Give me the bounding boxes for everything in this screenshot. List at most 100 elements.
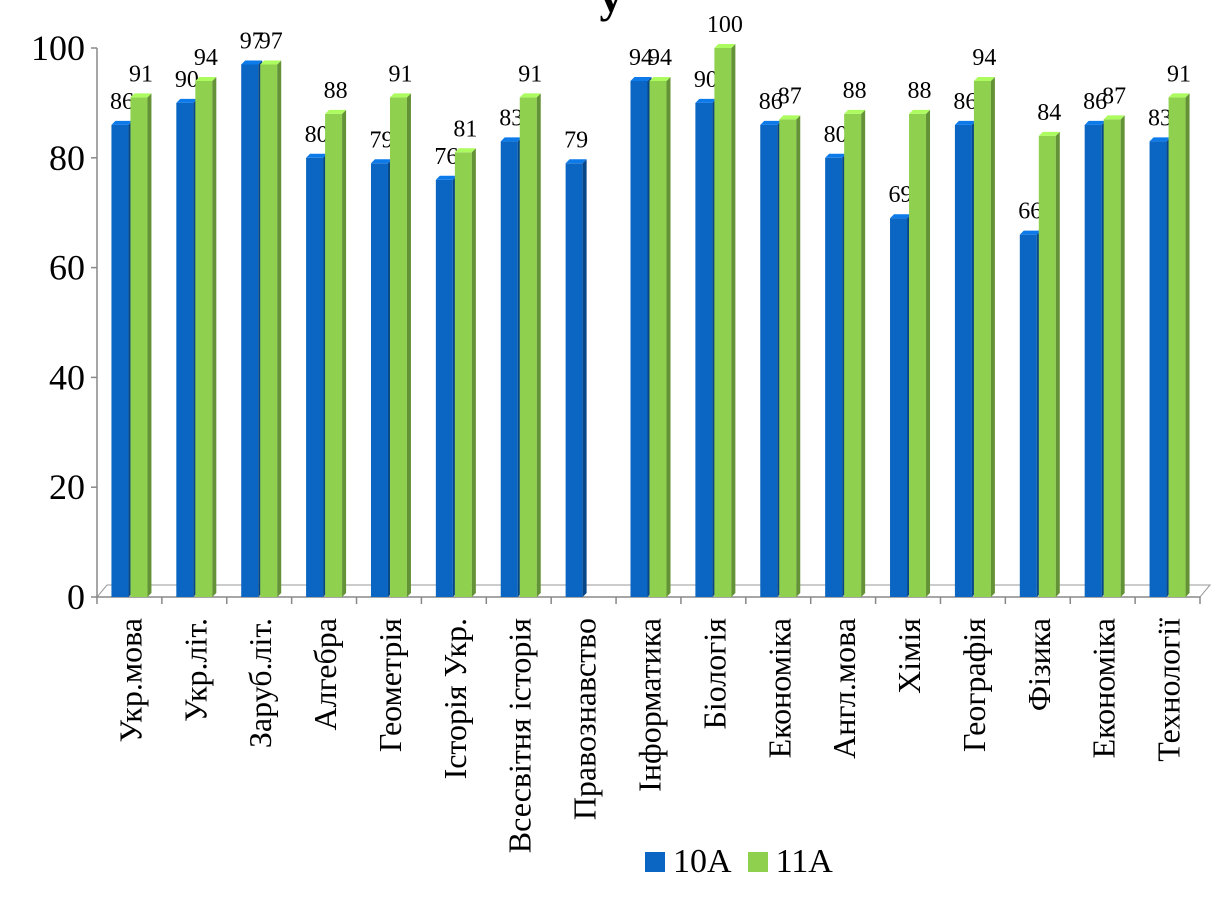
data-label: 86 [759, 89, 783, 115]
x-tick-label: Біологія [696, 618, 732, 730]
bar-10А-7 [565, 159, 587, 598]
legend-item-11a: 11А [747, 843, 833, 881]
bar-10А-1 [176, 98, 198, 598]
bar-side [147, 93, 152, 597]
x-tick-label: Всесвітня історія [502, 618, 538, 854]
data-label: 83 [1148, 105, 1172, 131]
bar-side [731, 44, 736, 597]
bar-11А-9 [714, 44, 736, 597]
bar-side [926, 109, 931, 597]
bar-11А-4 [389, 93, 411, 597]
bar-side [1185, 93, 1190, 597]
data-label: 87 [1102, 83, 1126, 109]
x-tick-label: Укр.мова [112, 618, 148, 743]
bar-11А-2 [260, 60, 282, 598]
bar-11А-13 [973, 76, 995, 597]
bar-top [760, 120, 782, 125]
bar-front [695, 102, 713, 598]
data-label: 81 [453, 116, 477, 142]
bar-10А-12 [890, 214, 912, 597]
legend: 10А 11А [645, 842, 849, 882]
bar-top [844, 109, 866, 114]
bar-front [844, 113, 862, 597]
y-tick-label: 20 [49, 467, 85, 507]
bar-side [342, 109, 347, 597]
bar-side [277, 60, 282, 598]
data-label: 88 [324, 78, 348, 104]
bar-front [130, 97, 148, 597]
bar-front [195, 80, 213, 597]
x-tick-label: Правознавство [567, 618, 603, 820]
bar-11А-10 [779, 115, 801, 598]
bar-top [306, 153, 328, 158]
bar-front [909, 113, 927, 597]
bar-top [890, 214, 912, 219]
data-label: 94 [648, 45, 672, 71]
bar-top [565, 159, 587, 164]
bar-top [1149, 137, 1171, 142]
bar-10А-13 [954, 120, 976, 598]
bar-side [1120, 115, 1125, 598]
y-tick-label: 80 [49, 138, 85, 178]
bar-side [796, 115, 801, 598]
bar-front [565, 163, 583, 598]
bar-10А-14 [1019, 230, 1041, 597]
legend-label-10a: 10А [673, 843, 732, 880]
data-label: 76 [434, 144, 458, 170]
x-tick-label: Хімія [891, 618, 927, 694]
bar-11А-3 [325, 109, 347, 597]
bar-10А-0 [111, 120, 133, 598]
data-label: 91 [129, 61, 153, 87]
bar-10А-2 [241, 60, 263, 598]
data-label: 97 [240, 28, 264, 54]
bar-top [389, 93, 411, 98]
bar-front [779, 119, 797, 598]
bar-10А-10 [760, 120, 782, 598]
bar-top [435, 175, 457, 180]
x-tick-label: Економіка [1086, 618, 1122, 758]
bar-top [1019, 230, 1041, 235]
bar-front [1168, 97, 1186, 597]
bar-top [130, 93, 152, 98]
bar-10А-16 [1149, 137, 1171, 597]
x-tick-label: Англ.мова [826, 618, 862, 759]
bar-front [241, 64, 259, 598]
bar-front [519, 97, 537, 597]
bar-top [1168, 93, 1190, 98]
bar-front [389, 97, 407, 597]
data-label: 80 [305, 122, 329, 148]
data-label: 91 [518, 61, 542, 87]
bar-top [825, 153, 847, 158]
bar-11А-12 [909, 109, 931, 597]
bar-11А-0 [130, 93, 152, 597]
data-label: 90 [175, 67, 199, 93]
x-tick-label: Економіка [761, 618, 797, 758]
bar-front [370, 163, 388, 598]
data-label: 66 [1018, 199, 1042, 225]
data-label: 94 [972, 45, 996, 71]
bar-top [630, 76, 652, 81]
data-label: 88 [843, 78, 867, 104]
bar-top [714, 44, 736, 48]
bar-top [973, 76, 995, 81]
x-tick-label: Геометрія [372, 618, 408, 752]
bar-front [500, 141, 518, 597]
bar-front [760, 124, 778, 598]
x-tick-label: Заруб.літ. [242, 618, 278, 748]
bar-front [1149, 141, 1167, 597]
bar-11А-8 [649, 76, 671, 597]
bar-front [325, 113, 343, 597]
bar-front [630, 80, 648, 597]
x-tick-label: Інформатика [632, 618, 668, 792]
bar-side [212, 76, 217, 597]
data-label: 91 [1167, 61, 1191, 87]
legend-item-10a: 10А [645, 843, 732, 881]
data-label: 80 [824, 122, 848, 148]
bar-front [111, 124, 129, 598]
data-label: 97 [259, 28, 283, 54]
bar-front [1019, 234, 1037, 597]
x-tick-label: Фізика [1021, 618, 1057, 711]
bar-side [536, 93, 541, 597]
bar-side [666, 76, 671, 597]
